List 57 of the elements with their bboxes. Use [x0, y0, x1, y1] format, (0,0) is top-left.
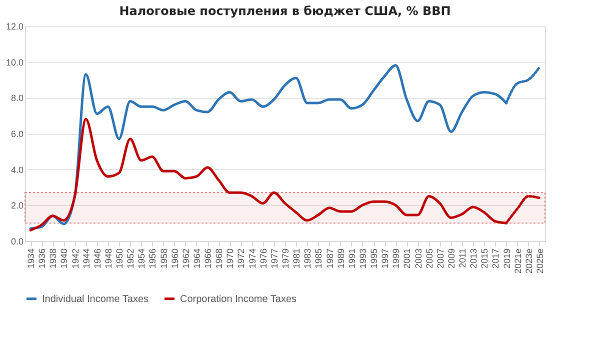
x-tick-label: 1974 [247, 248, 258, 269]
legend-label: Individual Income Taxes [42, 294, 149, 305]
x-tick-label: 1938 [48, 248, 58, 269]
x-tick-label: 1981 [292, 248, 302, 269]
x-tick-label: 2023e [524, 248, 534, 274]
y-tick-label: 4.0 [10, 164, 24, 175]
x-tick-label: 1934 [26, 248, 36, 269]
x-tick-label: 1983 [302, 248, 313, 269]
y-tick-label: 2.0 [10, 200, 24, 211]
x-tick-label: 1979 [280, 248, 290, 269]
x-tick-label: 1942 [70, 248, 80, 269]
x-tick-label: 2003 [413, 248, 424, 269]
x-tick-label: 1972 [236, 248, 246, 269]
x-tick-label: 1962 [180, 248, 191, 269]
y-tick-label: 10.0 [6, 57, 24, 68]
x-tick-label: 2011 [458, 248, 468, 268]
x-tick-label: 2013 [468, 248, 479, 269]
x-tick-label: 1993 [358, 248, 368, 269]
x-tick-label: 1940 [59, 248, 70, 269]
x-tick-label: 1964 [192, 248, 202, 269]
x-tick-label: 1952 [126, 248, 136, 269]
x-tick-label: 1970 [225, 248, 236, 269]
y-tick-label: 12.0 [6, 22, 24, 32]
x-tick-label: 1987 [324, 248, 335, 269]
x-tick-label: 2005 [424, 248, 434, 269]
x-tick-label: 1936 [37, 248, 48, 269]
x-tick-label: 1956 [148, 248, 158, 269]
x-tick-label: 1995 [369, 248, 380, 269]
x-tick-label: 1999 [391, 248, 402, 269]
x-tick-label: 1976 [258, 248, 268, 269]
x-tick-label: 2009 [446, 248, 456, 269]
x-tick-label: 2007 [435, 248, 446, 269]
x-tick-label: 1985 [314, 248, 324, 269]
x-tick-label: 1954 [136, 248, 147, 269]
x-tick-label: 2019 [502, 248, 512, 269]
legend-label: Corporation Income Taxes [180, 294, 297, 305]
x-tick-label: 2025e [534, 248, 545, 274]
x-tick-label: 1977 [269, 248, 280, 269]
x-tick-label: 2015 [480, 248, 490, 269]
x-tick-label: 1944 [81, 248, 92, 269]
x-tick-label: 1946 [92, 248, 102, 269]
x-tick-label: 1966 [203, 248, 214, 269]
x-tick-label: 1948 [103, 248, 114, 269]
x-tick-label: 2021e [512, 248, 523, 274]
x-tick-label: 1991 [346, 248, 357, 269]
x-tick-label: 2001 [402, 248, 412, 269]
y-tick-label: 8.0 [10, 93, 24, 104]
x-tick-label: 1968 [214, 248, 224, 269]
x-tick-label: 1958 [158, 248, 169, 269]
chart-title: Налоговые поступления в бюджет США, % ВВП [119, 4, 451, 18]
x-tick-label: 1960 [170, 248, 180, 269]
x-tick-label: 2017 [490, 248, 501, 269]
x-tick-label: 1997 [380, 248, 390, 269]
y-tick-label: 0.0 [10, 236, 24, 246]
y-tick-label: 6.0 [10, 129, 24, 139]
x-tick-label: 1950 [114, 248, 125, 269]
x-tick-label: 1989 [336, 248, 346, 269]
